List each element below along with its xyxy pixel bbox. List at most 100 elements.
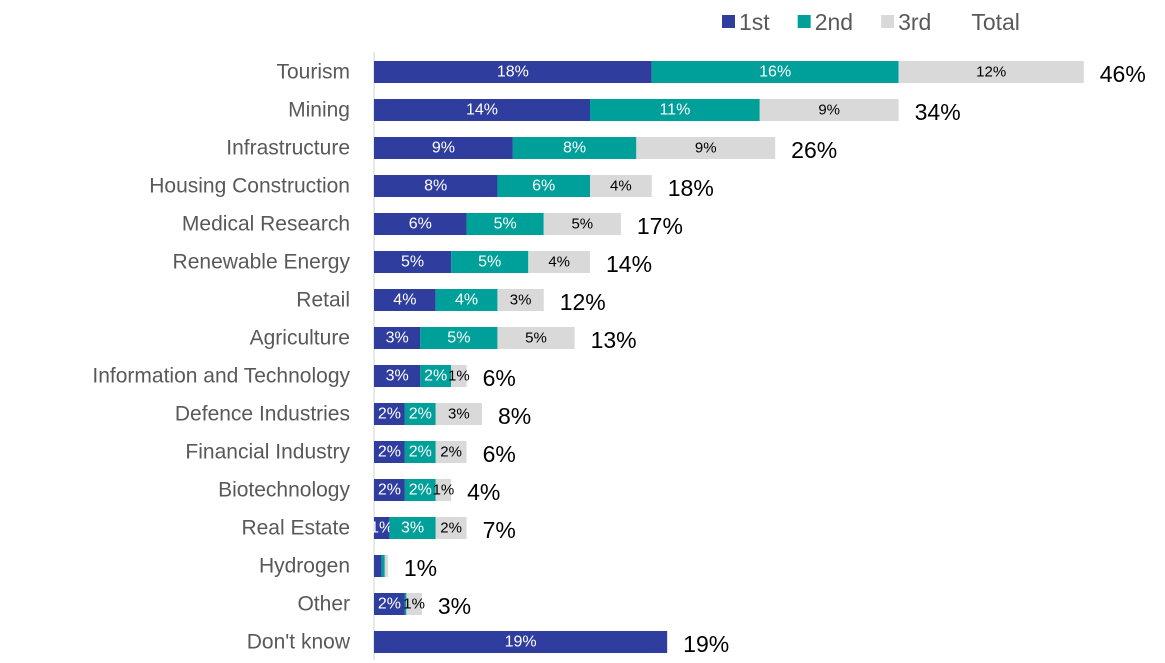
bar-label: 1%: [370, 520, 393, 537]
bar-segment: [497, 327, 575, 349]
bar-label: 2%: [409, 444, 432, 461]
bar-label: 3%: [386, 330, 409, 347]
bar-segment: [374, 175, 498, 197]
total-label: 1%: [404, 555, 437, 581]
bar-label: 18%: [497, 64, 529, 81]
bar-segment: [374, 213, 467, 235]
bar-label: 14%: [466, 102, 498, 119]
bar-label: 3%: [401, 520, 424, 537]
bar-segment: [374, 517, 390, 539]
bar-segment: [404, 403, 436, 425]
bar-label: 3%: [510, 292, 532, 309]
bar-label: 2%: [440, 520, 462, 537]
category-label: Infrastructure: [226, 137, 350, 160]
total-label: 26%: [791, 137, 837, 163]
bar-segment: [384, 555, 388, 577]
bar-label: 9%: [432, 140, 455, 157]
total-label: 6%: [483, 441, 516, 467]
bar-segment: [374, 365, 421, 387]
bar-label: 3%: [386, 368, 409, 385]
bar-label: 1%: [433, 482, 455, 499]
legend-swatch: [722, 15, 735, 28]
category-label: Don't know: [247, 631, 351, 654]
category-label: Defence Industries: [175, 403, 350, 426]
bar-segment: [374, 137, 513, 159]
bar-segment: [543, 213, 621, 235]
bar-label: 8%: [424, 178, 447, 195]
bar-segment: [451, 251, 529, 273]
total-label: 13%: [591, 327, 637, 353]
total-label: 6%: [483, 365, 516, 391]
category-label: Renewable Energy: [173, 251, 351, 274]
bar-segment: [435, 289, 498, 311]
bar-label: 1%: [448, 368, 470, 385]
bar-label: 5%: [525, 330, 547, 347]
bar-segment: [374, 555, 382, 577]
bar-segment: [389, 517, 436, 539]
legend-swatch: [797, 15, 811, 28]
bar-segment: [759, 99, 899, 121]
bar-label: 2%: [378, 482, 401, 499]
total-label: 3%: [438, 593, 471, 619]
bar-segment: [435, 441, 467, 463]
bar-label: 2%: [378, 406, 401, 423]
bar-label: 5%: [494, 216, 517, 233]
bar-label: 5%: [401, 254, 424, 271]
category-label: Biotechnology: [218, 479, 350, 502]
bar-segment: [374, 289, 436, 311]
bar-segment: [374, 61, 652, 83]
bar-segment: [435, 403, 483, 425]
category-label: Medical Research: [182, 213, 350, 236]
bar-label: 4%: [455, 292, 478, 309]
bar-label: 4%: [548, 254, 570, 271]
category-label: Mining: [288, 99, 350, 122]
bar-segment: [528, 251, 591, 273]
bar-label: 19%: [505, 634, 537, 651]
category-label: Agriculture: [250, 327, 350, 350]
bar-label: 2%: [440, 444, 462, 461]
legend-label: 1st: [739, 9, 770, 35]
total-label: 12%: [560, 289, 606, 315]
bar-segment: [374, 441, 405, 463]
bar-segment: [420, 327, 498, 349]
bar-segment: [651, 61, 899, 83]
total-label: 34%: [915, 99, 961, 125]
category-label: Information and Technology: [92, 365, 350, 388]
bar-segment: [404, 593, 407, 615]
bar-label: 2%: [378, 444, 401, 461]
category-label: Tourism: [276, 61, 350, 84]
bar-segment: [374, 403, 405, 425]
bar-label: 2%: [409, 406, 432, 423]
total-label: 18%: [668, 175, 714, 201]
bar-label: 2%: [378, 596, 401, 613]
category-label: Retail: [296, 289, 350, 312]
category-label: Hydrogen: [259, 555, 350, 578]
bar-label: 9%: [695, 140, 717, 157]
legend-label: Total: [971, 9, 1020, 35]
bar-label: 3%: [448, 406, 470, 423]
bar-label: 5%: [447, 330, 470, 347]
bar-label: 2%: [424, 368, 447, 385]
bar-label: 12%: [976, 64, 1006, 81]
category-label: Financial Industry: [185, 441, 350, 464]
bar-segment: [497, 175, 591, 197]
bar-label: 5%: [478, 254, 501, 271]
bar-label: 9%: [818, 102, 840, 119]
bar-segment: [404, 479, 436, 501]
total-label: 7%: [483, 517, 516, 543]
bar-segment: [497, 289, 544, 311]
total-label: 8%: [498, 403, 531, 429]
bar-label: 4%: [610, 178, 632, 195]
category-label: Real Estate: [241, 517, 350, 540]
bar-label: 8%: [563, 140, 586, 157]
bar-segment: [590, 99, 760, 121]
bar-segment: [381, 555, 385, 577]
bar-label: 6%: [532, 178, 555, 195]
bar-segment: [590, 175, 652, 197]
bar-segment: [374, 631, 668, 653]
bar-segment: [374, 479, 405, 501]
category-label: Other: [297, 593, 350, 616]
bar-segment: [636, 137, 776, 159]
category-label: Housing Construction: [149, 175, 350, 198]
